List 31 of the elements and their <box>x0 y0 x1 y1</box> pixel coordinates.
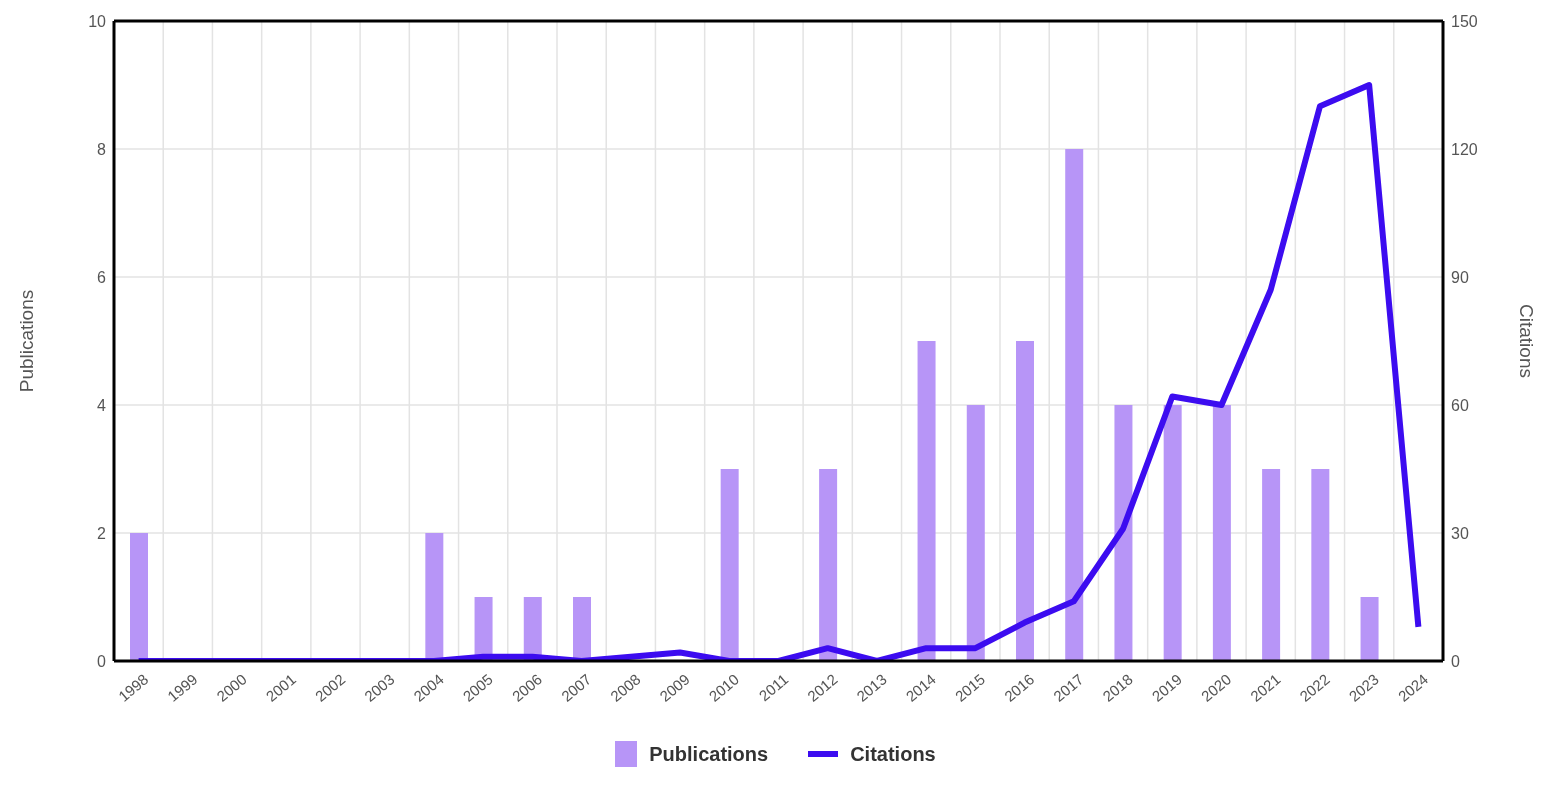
y-tick-label: 6 <box>97 268 107 286</box>
y2-axis-title: Citations <box>1516 304 1538 378</box>
bar <box>1163 405 1182 661</box>
bar <box>720 469 739 661</box>
bar <box>1360 597 1379 661</box>
bar <box>1114 405 1133 661</box>
y2-tick-label: 120 <box>1451 140 1478 158</box>
y2-tick-label: 30 <box>1451 524 1469 542</box>
y-tick-label: 4 <box>97 396 107 414</box>
bar <box>966 405 985 661</box>
y2-tick-label: 0 <box>1451 652 1460 670</box>
legend-label: Citations <box>850 742 936 766</box>
bar <box>425 533 444 661</box>
y2-tick-label: 150 <box>1451 12 1478 30</box>
y-tick-label: 8 <box>97 140 107 158</box>
bar <box>917 341 936 661</box>
y-tick-label: 10 <box>88 12 107 30</box>
bar <box>1016 341 1034 661</box>
bar <box>130 533 148 661</box>
y-tick-label: 2 <box>97 524 107 542</box>
bar <box>1212 405 1231 661</box>
y2-tick-label: 60 <box>1451 396 1469 414</box>
y2-tick-label: 90 <box>1451 268 1469 286</box>
y-tick-label: 0 <box>97 652 107 670</box>
bar <box>1311 469 1330 661</box>
bar <box>819 469 838 661</box>
bar <box>1262 469 1281 661</box>
bar <box>1065 149 1084 661</box>
y-axis-title: Publications <box>15 289 37 393</box>
legend-label: Publications <box>649 742 769 766</box>
bar <box>573 597 591 661</box>
